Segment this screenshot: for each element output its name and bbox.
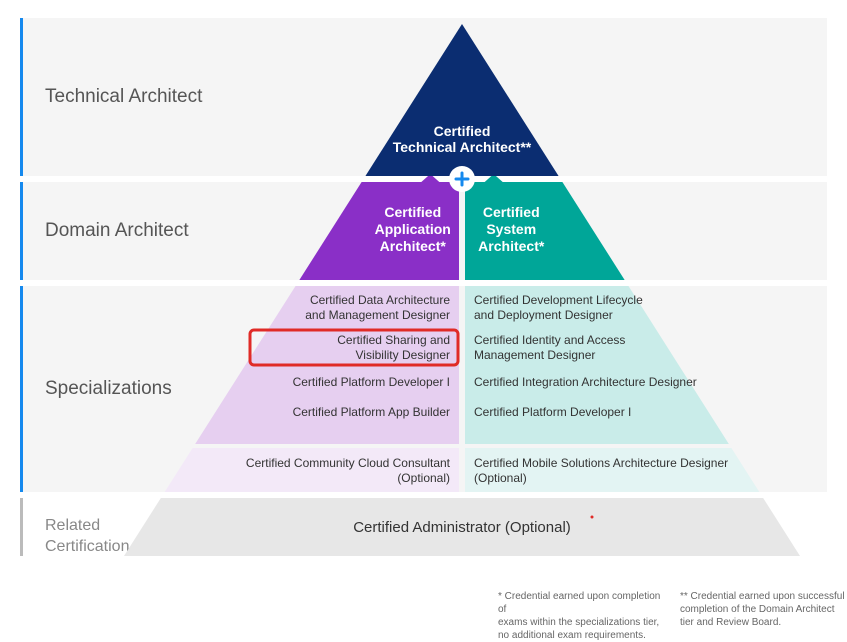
footnote-1c: no additional exam requirements. [498,630,646,641]
top-line1: Certified [434,123,491,139]
spec-right-item: Certified Identity and Access [474,333,625,347]
spec-left-item: and Management Designer [305,308,450,322]
tier-optional: Certified Community Cloud Consultant (Op… [165,448,760,492]
spec-left-item: Certified Platform App Builder [293,405,450,419]
footnote-2b: completion of the Domain Architect [680,604,835,615]
spec-left-item: Certified Data Architecture [310,293,450,307]
tier-top: Certified Technical Architect** [365,24,558,176]
spec-left-item: Certified Sharing and [337,333,450,347]
opt-right-line1: Certified Mobile Solutions Architecture … [474,456,728,470]
domain-left-line3: Architect* [380,238,447,254]
footnote-2: ** Credential earned upon successful com… [680,590,845,629]
footnote-1a: * Credential earned upon completion of [498,591,660,615]
footnote-2a: ** Credential earned upon successful [680,591,845,602]
spec-right-item: Management Designer [474,348,595,362]
spec-left-item: Certified Platform Developer I [293,375,450,389]
spec-right-item: and Deployment Designer [474,308,613,322]
footnote-2c: tier and Review Board. [680,617,781,628]
domain-left-line2: Application [375,221,451,237]
spec-right-item: Certified Platform Developer I [474,405,631,419]
domain-right-line1: Certified [483,204,540,220]
footnote-1b: exams within the specializations tier, [498,617,659,628]
pyramid-diagram: Certified Administrator (Optional) Certi… [0,0,847,640]
opt-left-line2: (Optional) [397,471,450,485]
plus-icon [449,166,475,192]
spec-right-item: Certified Development Lifecycle [474,293,643,307]
spec-right-item: Certified Integration Architecture Desig… [474,375,697,389]
opt-left-line1: Certified Community Cloud Consultant [246,456,451,470]
dot-icon [591,516,594,519]
footnote-1: * Credential earned upon completion of e… [498,590,668,642]
tier-specializations: Certified Data Architectureand Managemen… [195,286,729,444]
spec-left-item: Visibility Designer [356,348,450,362]
top-line2: Technical Architect** [393,139,532,155]
domain-right-line2: System [486,221,536,237]
domain-left-line1: Certified [384,204,441,220]
opt-right-line2: (Optional) [474,471,527,485]
base-label: Certified Administrator (Optional) [353,519,571,536]
domain-right-line3: Architect* [478,238,545,254]
tier-base: Certified Administrator (Optional) [124,498,800,556]
